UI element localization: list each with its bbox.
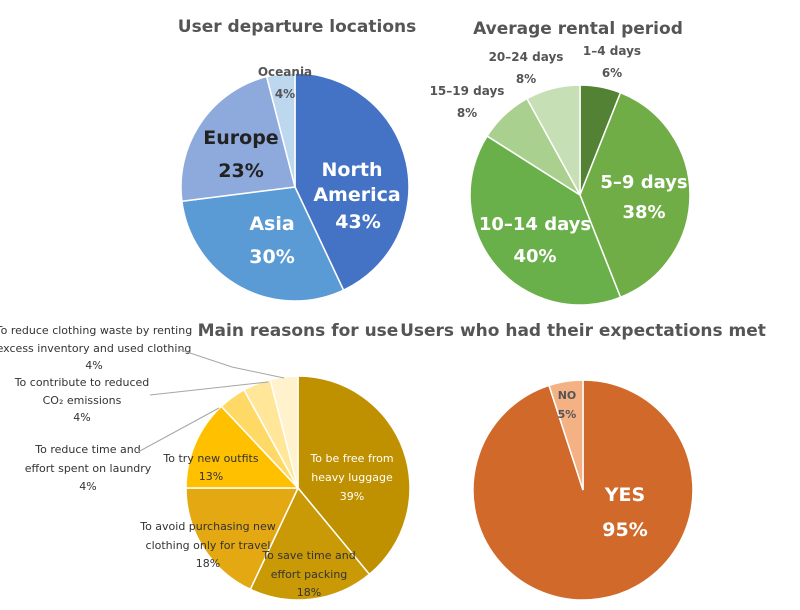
slice-value-10-14-days: 40% (513, 246, 556, 267)
pie-slice-north-america (294, 72, 410, 292)
slice-label-to-save-time-and-effort-packing-line1: To save time and (261, 549, 355, 562)
slice-label-1-4-days: 1–4 days (583, 44, 641, 58)
slice-value-20-24-days: 8% (516, 72, 536, 86)
slice-label-to-avoid-purchasing-new-clothing-only-for-travel-line2: clothing only for travel (146, 539, 271, 552)
pie-slice-oceania (265, 72, 296, 188)
pie-slice-to-reduce-clothing-waste-by-renting-excess-inventory-and-used-clothing (269, 375, 299, 489)
pie-slice-5-9-days (579, 91, 691, 299)
slice-label-to-reduce-time-and-effort-spent-on-laundry-line1: To reduce time and (34, 443, 140, 456)
slice-label-to-save-time-and-effort-packing-line2: effort packing (271, 568, 348, 581)
slice-label-no: NO (558, 389, 577, 402)
pie-layer (180, 72, 694, 601)
slice-label-5-9-days: 5–9 days (600, 172, 687, 193)
slice-value-to-be-free-from-heavy-luggage: 39% (340, 490, 364, 503)
slice-value-north-america: 43% (335, 211, 380, 233)
slice-label-north-america-line2: America (313, 184, 400, 206)
slice-label-yes: YES (604, 484, 645, 506)
slice-label-north-america-line1: North (322, 159, 383, 181)
slice-value-to-save-time-and-effort-packing: 18% (297, 586, 321, 599)
leader-line-laundry (137, 407, 220, 453)
slice-value-1-4-days: 6% (602, 66, 622, 80)
pie-slice-to-save-time-and-effort-packing (249, 486, 371, 601)
chart-title-departure: User departure locations (178, 17, 416, 37)
slice-value-asia: 30% (249, 246, 294, 268)
leader-line-co2 (149, 381, 269, 396)
pie-slice-to-avoid-purchasing-new-clothing-only-for-travel (185, 487, 300, 591)
slice-value-yes: 95% (602, 519, 647, 541)
label-layer: North America 43% Asia 30% Europe 23% Oceania 4%… (0, 44, 688, 599)
slice-value-to-avoid-purchasing-new-clothing-only-for-travel: 18% (196, 557, 220, 570)
pie-slice-to-try-new-outfits (185, 405, 300, 489)
slice-value-europe: 23% (218, 160, 263, 182)
slice-label-15-19-days: 15–19 days (430, 84, 505, 98)
pie-slice-20-24-days (525, 84, 581, 196)
slice-label-10-14-days: 10–14 days (479, 214, 591, 235)
slice-label-to-contribute-to-reduced-co-emissions-line2: CO₂ emissions (43, 394, 122, 407)
slice-label-to-reduce-time-and-effort-spent-on-laundry-line2: effort spent on laundry (25, 462, 152, 475)
slice-value-to-contribute-to-reduced-co-emissions: 4% (73, 411, 90, 424)
slice-label-oceania: Oceania (258, 65, 312, 79)
slice-value-5-9-days: 38% (622, 202, 665, 223)
slice-value-15-19-days: 8% (457, 106, 477, 120)
slice-label-20-24-days: 20–24 days (489, 50, 564, 64)
slice-label-to-be-free-from-heavy-luggage-line2: heavy luggage (311, 471, 393, 484)
slice-label-to-try-new-outfits: To try new outfits (162, 452, 258, 465)
slice-label-to-reduce-clothing-waste-by-renting-excess-inventory-and-used-clothing-line1: To reduce clothing waste by renting (0, 324, 192, 337)
slice-value-oceania: 4% (275, 87, 295, 101)
pie-slice-asia (181, 186, 345, 302)
slice-label-to-avoid-purchasing-new-clothing-only-for-travel-line1: To avoid purchasing new (139, 520, 276, 533)
slice-value-to-reduce-clothing-waste-by-renting-excess-inventory-and-used-clothing: 4% (85, 359, 102, 372)
pie-slice-to-be-free-from-heavy-luggage (297, 375, 411, 576)
slice-label-europe: Europe (203, 127, 278, 149)
chart-title-reasons: Main reasons for use (198, 321, 399, 341)
pie-slice-europe (180, 75, 296, 203)
leader-line-clothing-waste (177, 348, 285, 379)
slice-value-to-reduce-time-and-effort-spent-on-laundry: 4% (79, 480, 96, 493)
slice-value-to-try-new-outfits: 13% (199, 470, 223, 483)
chart-title-expectations: Users who had their expectations met (400, 321, 766, 341)
slice-value-no: 5% (558, 408, 577, 421)
chart-title-rental: Average rental period (473, 19, 683, 39)
slice-label-to-reduce-clothing-waste-by-renting-excess-inventory-and-used-clothing-line2: excess inventory and used clothing (0, 342, 191, 355)
pie-slice-no (548, 379, 584, 491)
slice-label-asia: Asia (249, 213, 294, 235)
slice-label-to-be-free-from-heavy-luggage-line1: To be free from (309, 452, 393, 465)
slice-label-to-contribute-to-reduced-co-emissions-line1: To contribute to reduced (14, 376, 150, 389)
pie-slice-10-14-days (469, 135, 622, 306)
